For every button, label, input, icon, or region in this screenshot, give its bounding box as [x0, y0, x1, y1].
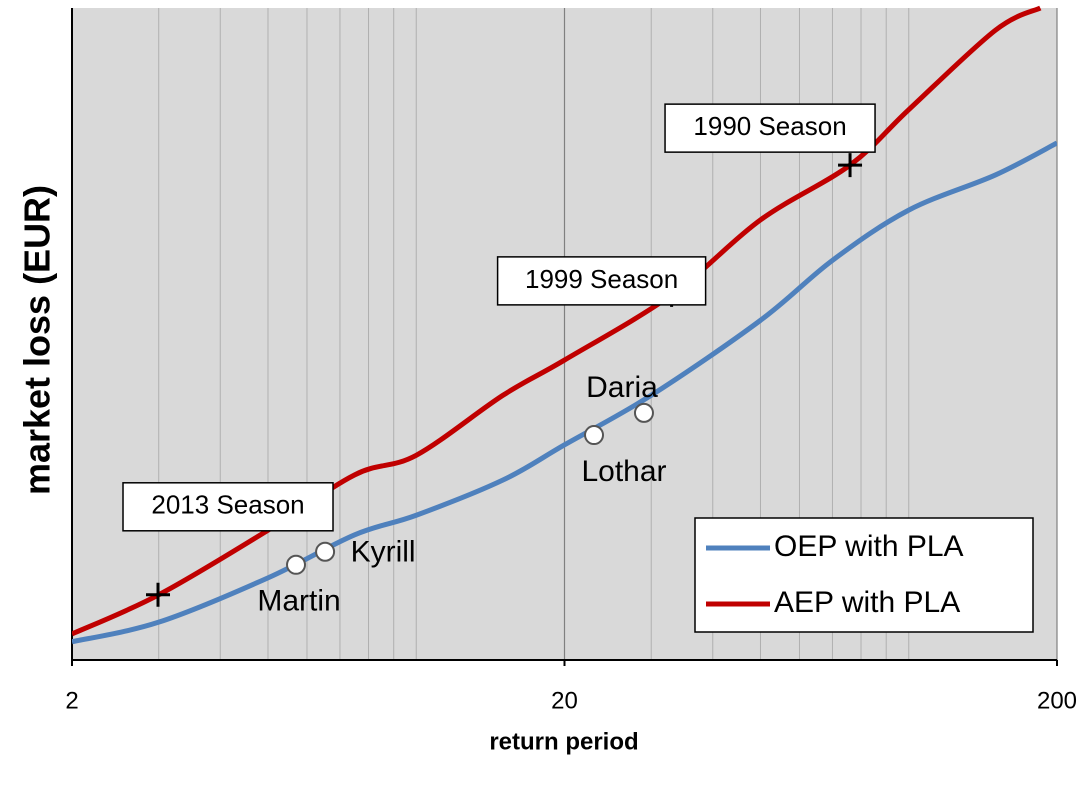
annotation-box: [122, 482, 334, 532]
annotation-label: Kyrill: [351, 536, 416, 569]
annotation-label: Daria: [586, 371, 658, 404]
legend-label: OEP with PLA: [774, 530, 964, 563]
annotation-label: 1999 Season: [525, 264, 678, 294]
annotation-label: 1990 Season: [693, 111, 846, 141]
y-axis-label: market loss (EUR): [17, 185, 58, 495]
plus-marker: [146, 582, 171, 607]
x-tick-label: 200: [1037, 687, 1077, 714]
x-tick-label: 2: [65, 687, 78, 714]
legend-box: [694, 517, 1034, 633]
annotation-label: Lothar: [581, 455, 666, 488]
annotation-label: Martin: [257, 585, 340, 618]
x-tick-label: 20: [551, 687, 578, 714]
annotation-box: [664, 103, 876, 153]
annotation-box: [496, 256, 707, 306]
circle-marker: [584, 425, 605, 446]
x-axis-label: return period: [489, 728, 638, 755]
circle-marker: [315, 541, 336, 562]
series-line: [72, 140, 1057, 645]
annotation-label: 2013 Season: [151, 490, 304, 520]
circle-marker: [633, 402, 654, 423]
legend-label: AEP with PLA: [774, 586, 960, 619]
circle-marker: [286, 554, 307, 575]
plus-marker: [838, 153, 863, 178]
